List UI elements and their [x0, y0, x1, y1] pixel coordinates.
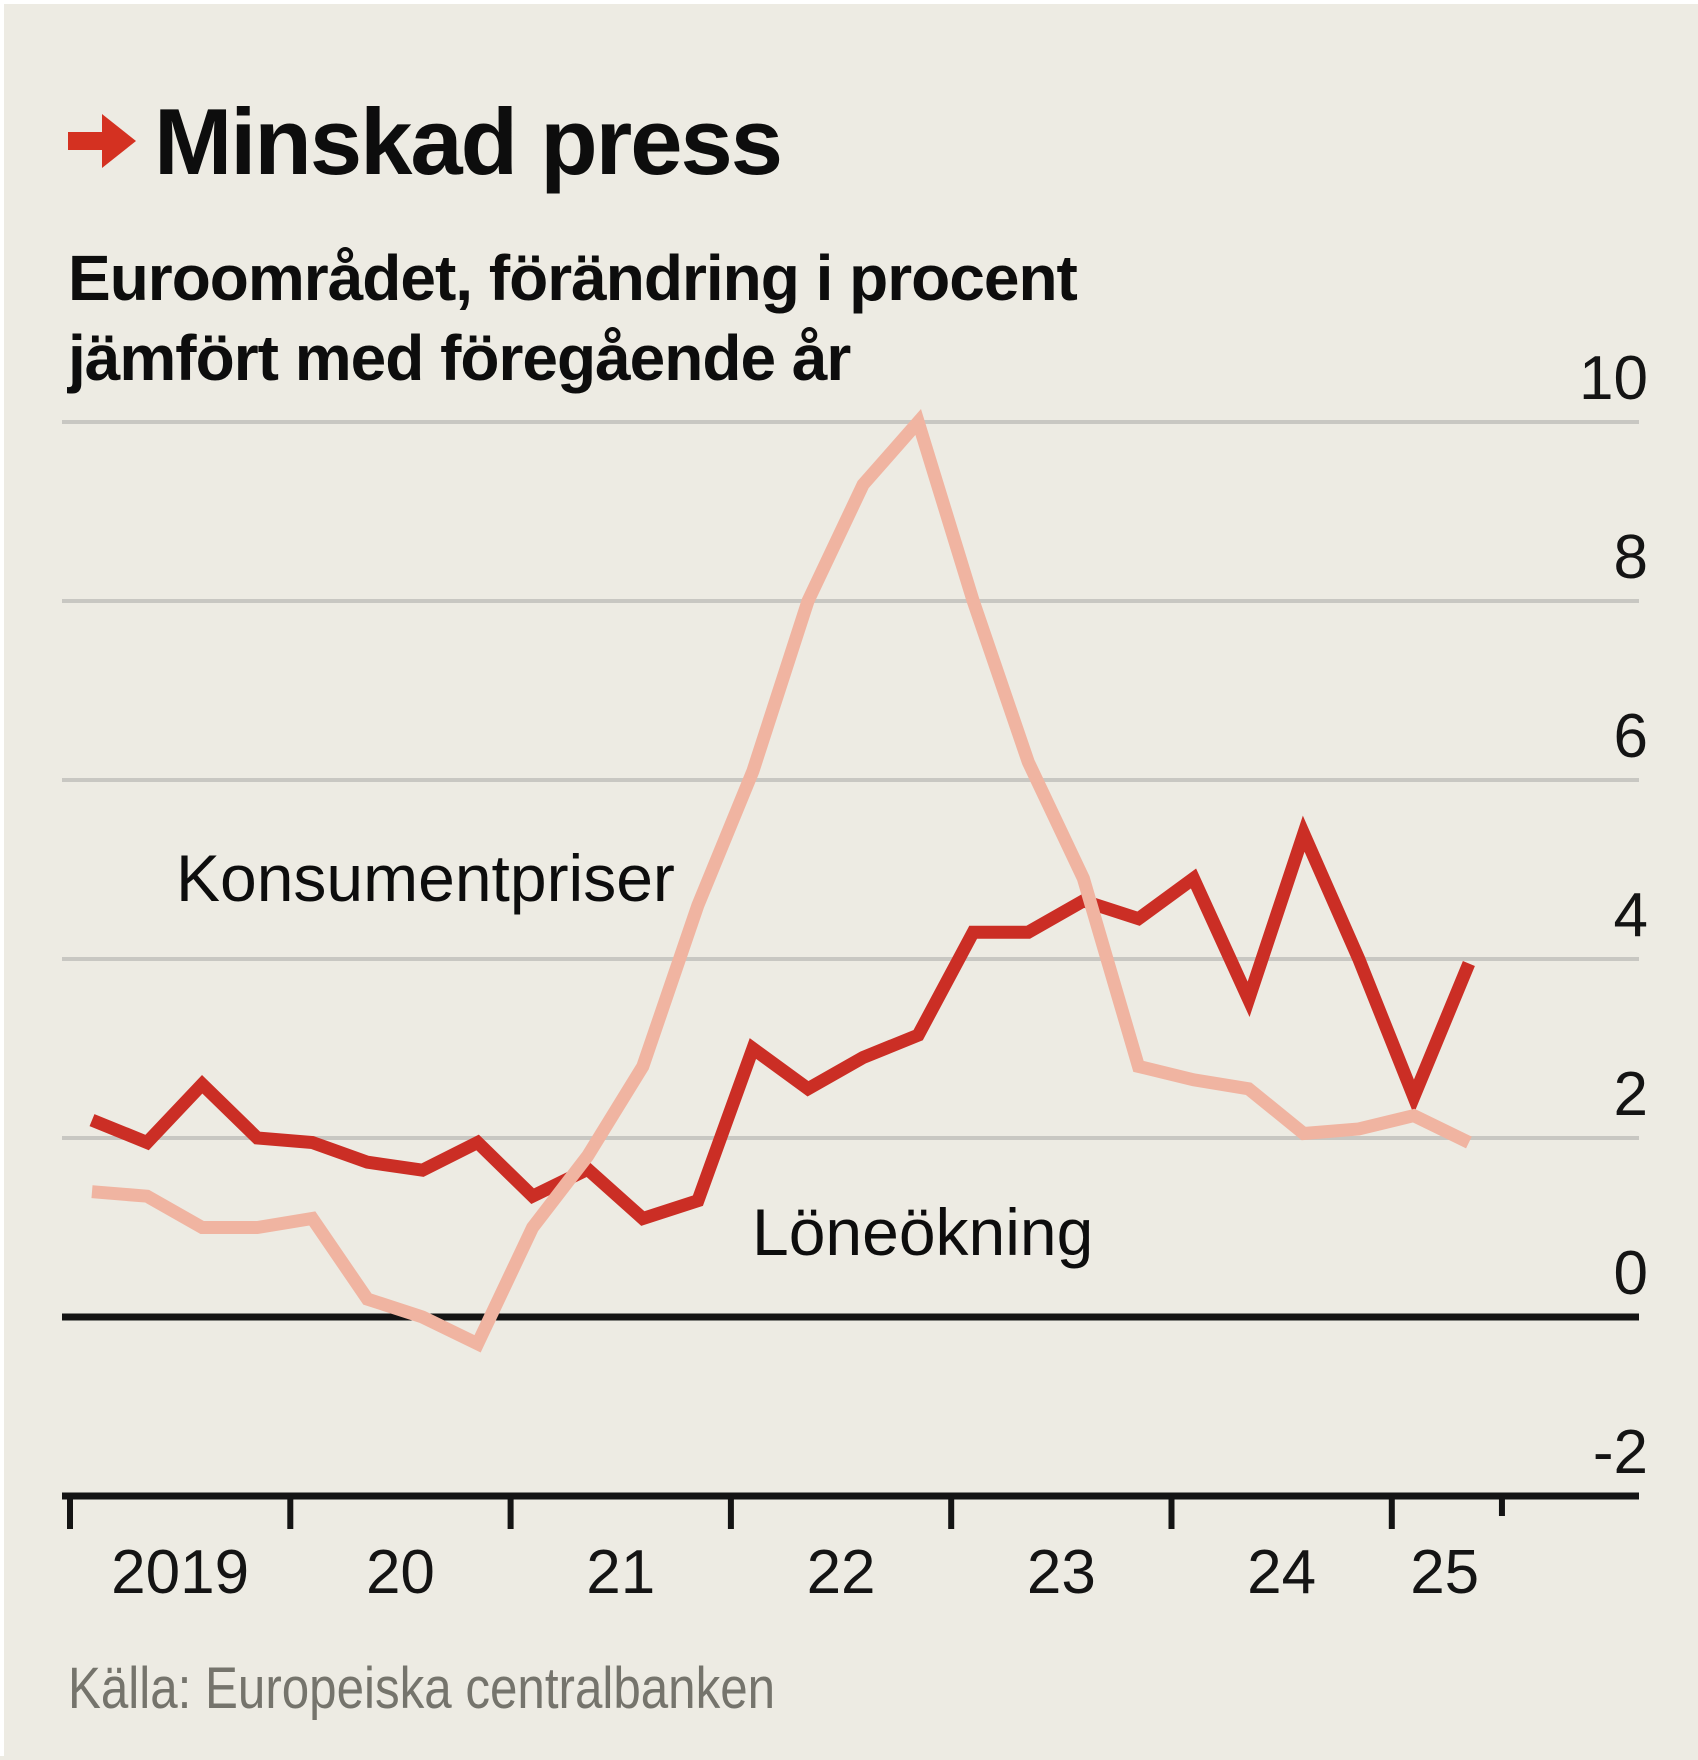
x-axis-label: 25	[1410, 1538, 1480, 1607]
y-axis-label: 8	[1613, 523, 1648, 592]
series-line-konsumentpriser	[91, 408, 1472, 1353]
y-axis-label: 4	[1613, 881, 1648, 950]
x-axis-label: 2019	[111, 1538, 250, 1607]
series-label-konsumentpriser: Konsumentpriser	[176, 841, 675, 915]
arrow-icon	[68, 114, 136, 168]
x-axis-label: 23	[1026, 1538, 1096, 1607]
y-axis-label: 0	[1613, 1239, 1648, 1308]
chart-subtitle: Euroområdet, förändring i procent jämför…	[68, 238, 1078, 398]
series-label-loneokning: Löneökning	[752, 1195, 1094, 1269]
x-axis-label: 22	[806, 1538, 876, 1607]
arrow-head	[102, 114, 136, 168]
series-line-loneokning	[89, 815, 1475, 1226]
x-axis-label: 21	[586, 1538, 656, 1607]
y-axis-label: 10	[1579, 344, 1648, 413]
chart-subtitle-line1: Euroområdet, förändring i procent	[68, 242, 1078, 314]
page-title: Minskad press	[154, 89, 783, 194]
source-text: Källa: Europeiska centralbanken	[68, 1656, 776, 1721]
y-axis-label: 2	[1613, 1060, 1648, 1129]
x-axis-label: 20	[365, 1538, 435, 1607]
y-axis-label: 6	[1613, 702, 1648, 771]
arrow-shaft	[68, 132, 106, 150]
y-axis-label: -2	[1592, 1418, 1648, 1487]
chart-subtitle-line2: jämfört med föregående år	[68, 322, 851, 394]
chart-canvas	[62, 408, 1639, 1529]
x-axis-label: 24	[1247, 1538, 1317, 1607]
